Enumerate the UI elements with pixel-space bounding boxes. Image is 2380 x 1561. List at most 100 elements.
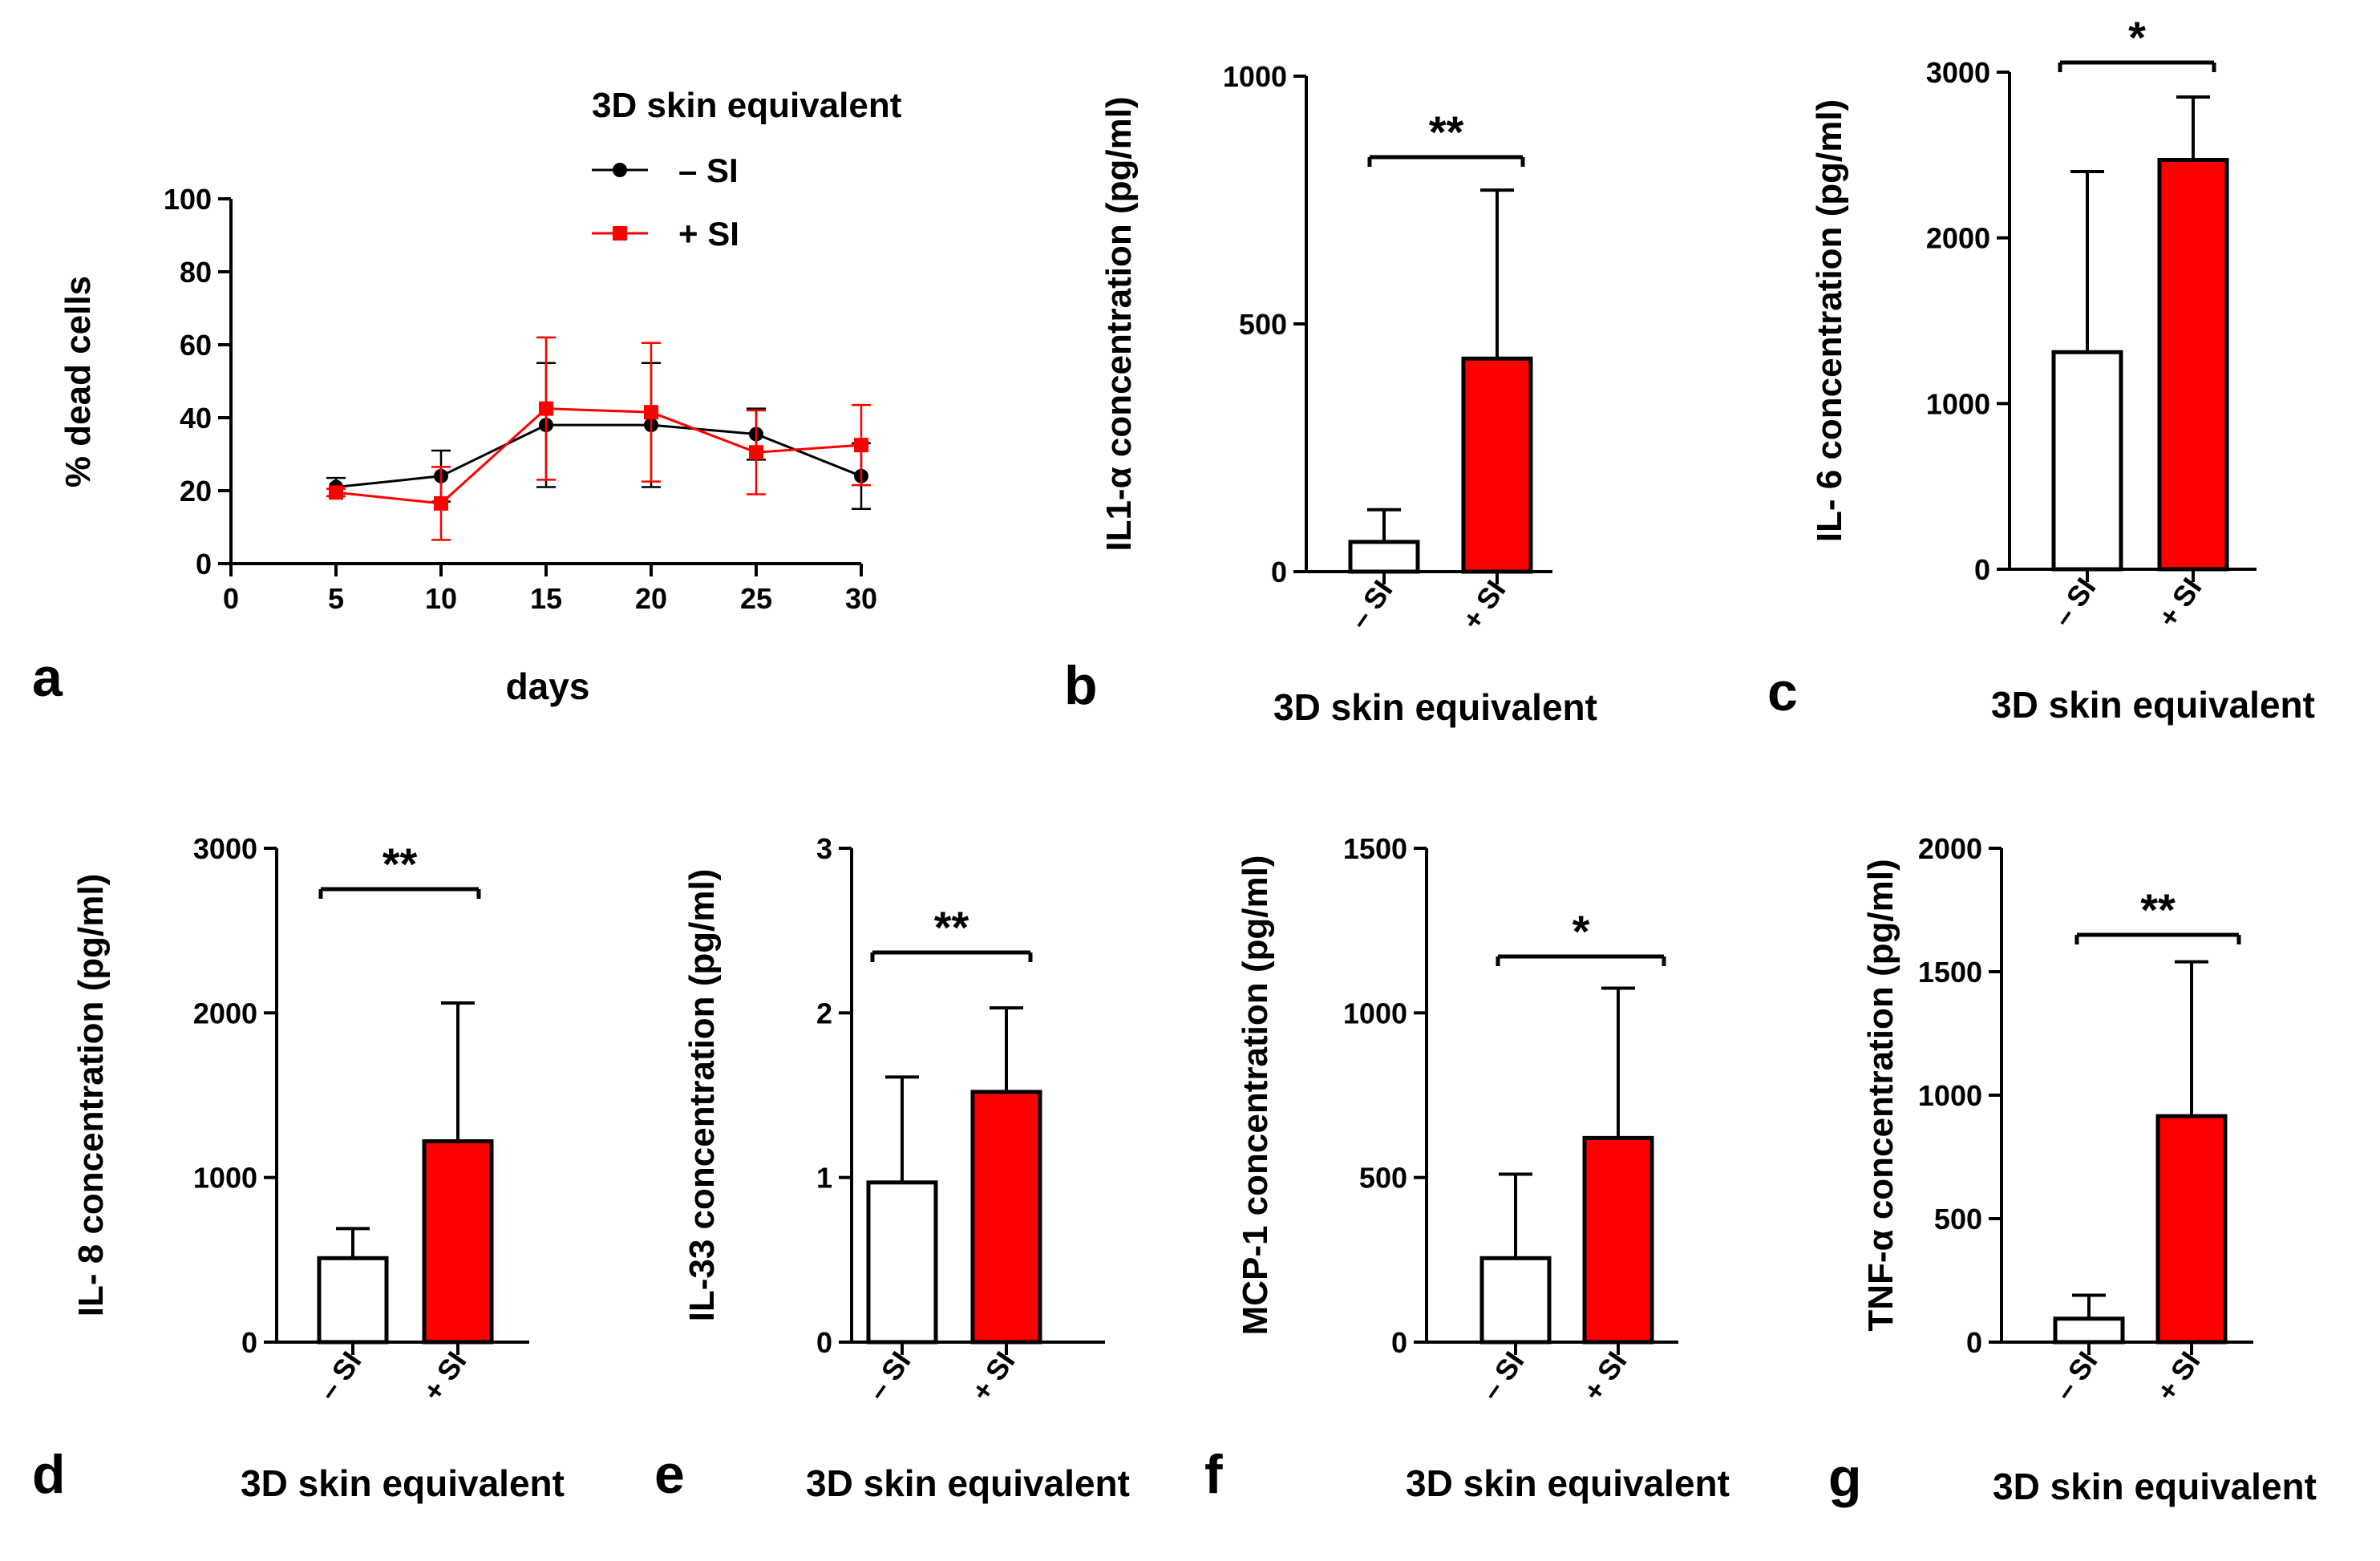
y-tick-label: 2000 <box>1918 832 1982 865</box>
bar-minus-si <box>1479 1256 1552 1345</box>
panel-b: 0 500 1000 – SI + SI ** 3D skin equivalent IL1-… <box>1064 60 1597 728</box>
y-tick-label: 3000 <box>1926 56 1990 89</box>
data-point <box>854 438 868 453</box>
x-tick-label: 0 <box>223 582 239 615</box>
y-tick-label: 1 <box>816 1162 832 1195</box>
y-tick-label: 2 <box>816 997 832 1029</box>
panel-c: 0 1000 2000 3000 – SI + SI * 3D skin equivalent… <box>1767 12 2315 726</box>
bar-minus-si <box>317 1256 389 1345</box>
y-tick-label: 2000 <box>193 997 257 1029</box>
series-plus-si <box>326 336 871 541</box>
y-tick-label: 1500 <box>1343 832 1407 865</box>
significance-marker: ** <box>934 902 969 952</box>
legend-swatch-marker <box>613 226 627 241</box>
y-tick-label: 40 <box>180 402 212 435</box>
x-tick-label: 15 <box>530 582 562 615</box>
x-axis-title: 3D skin equivalent <box>1273 686 1597 728</box>
bar-plus-si <box>1582 1135 1654 1345</box>
x-axis-title: 3D skin equivalent <box>806 1462 1130 1504</box>
y-tick-label: 60 <box>180 329 212 362</box>
x-tick-label: 30 <box>845 582 877 615</box>
y-tick-label: 0 <box>1974 553 1990 586</box>
series-line <box>335 423 862 488</box>
data-point <box>434 495 448 511</box>
y-tick-label: 1000 <box>1926 387 1990 420</box>
bar-plus-si <box>970 1090 1042 1345</box>
bar-minus-si <box>2051 350 2123 572</box>
y-axis-title: TNF-α concentration (pg/ml) <box>1861 859 1900 1331</box>
x-axis-title: 3D skin equivalent <box>1993 1466 2317 1507</box>
series-line <box>335 407 862 505</box>
data-point <box>329 485 343 500</box>
y-tick-label: 3000 <box>193 832 257 865</box>
panel-f: 0 500 1000 1500 – SI + SI * 3D skin equivalent M… <box>1204 832 1730 1505</box>
y-tick-label: 20 <box>180 475 212 508</box>
y-tick-label: 0 <box>1391 1326 1407 1359</box>
x-axis-title: 3D skin equivalent <box>241 1462 565 1504</box>
x-tick-label: + SI <box>2150 1345 2207 1407</box>
y-tick-label: 0 <box>816 1326 832 1359</box>
y-tick-label: 0 <box>1271 556 1287 588</box>
significance-marker: * <box>2128 12 2146 63</box>
x-tick-label: + SI <box>2151 572 2208 633</box>
y-axis-title: % dead cells <box>59 276 98 487</box>
x-tick-label: – SI <box>1474 1345 1530 1406</box>
series-minus-si <box>326 362 871 510</box>
legend-entry: + SI <box>678 215 739 253</box>
panel-label: g <box>1828 1447 1862 1508</box>
bar-plus-si <box>2155 1114 2228 1345</box>
significance-marker: ** <box>382 839 418 889</box>
y-tick-label: 0 <box>241 1326 257 1359</box>
x-tick-label: + SI <box>1455 574 1512 636</box>
x-tick-label: + SI <box>965 1345 1022 1407</box>
x-tick-label: – SI <box>311 1345 367 1406</box>
panel-label: c <box>1767 661 1798 722</box>
x-tick-label: + SI <box>416 1345 473 1407</box>
y-axis-title: MCP-1 concentration (pg/ml) <box>1236 855 1275 1336</box>
significance-marker: ** <box>2140 884 2176 935</box>
panel-a: 0 20 40 60 80 100 0 5 10 15 20 25 30 3D skin equivale… <box>32 86 902 708</box>
y-axis-title: IL- 8 concentration (pg/ml) <box>71 874 111 1316</box>
y-tick-label: 0 <box>1966 1326 1982 1359</box>
y-tick-label: 1000 <box>193 1162 257 1195</box>
x-tick-label: 10 <box>425 582 457 615</box>
y-tick-label: 1000 <box>1343 997 1407 1029</box>
x-tick-label: 5 <box>328 582 344 615</box>
x-tick-label: 25 <box>740 582 772 615</box>
data-point <box>749 445 763 460</box>
significance-marker: * <box>1572 906 1590 956</box>
x-axis-title: 3D skin equivalent <box>1991 684 2315 726</box>
y-tick-label: 500 <box>1934 1203 1982 1235</box>
data-point <box>539 401 553 416</box>
panel-d: 0 1000 2000 3000 – SI + SI ** 3D skin equivalen… <box>32 832 565 1505</box>
bar-minus-si <box>1348 540 1420 574</box>
y-tick-label: 80 <box>180 256 212 289</box>
y-tick-label: 1000 <box>1223 60 1287 93</box>
x-tick-label: – SI <box>860 1345 917 1406</box>
x-axis-title: days <box>506 665 590 707</box>
data-point <box>644 405 658 420</box>
bar-plus-si <box>2157 158 2229 572</box>
legend-swatch-marker <box>613 163 627 177</box>
y-axis-title: IL- 6 concentration (pg/ml) <box>1810 99 1849 542</box>
y-tick-label: 1500 <box>1918 956 1982 989</box>
x-tick-label: – SI <box>1342 574 1398 635</box>
panel-label: f <box>1204 1444 1223 1505</box>
panel-label: b <box>1064 655 1098 716</box>
panel-label: a <box>32 647 63 708</box>
x-tick-label: – SI <box>2046 572 2102 633</box>
panel-label: e <box>654 1444 685 1505</box>
x-tick-label: + SI <box>1577 1345 1633 1407</box>
y-axis-title: IL-33 concentration (pg/ml) <box>682 869 722 1322</box>
panel-g: 0 500 1000 1500 2000 – SI + SI ** 3D skin equiva… <box>1828 832 2317 1508</box>
x-tick-label: – SI <box>2047 1345 2103 1406</box>
y-tick-label: 3 <box>816 832 832 865</box>
y-tick-label: 500 <box>1359 1162 1407 1195</box>
y-tick-label: 1000 <box>1918 1079 1982 1112</box>
panel-label: d <box>32 1444 66 1505</box>
y-tick-label: 100 <box>164 183 212 216</box>
y-axis-title: IL1-α concentration (pg/ml) <box>1099 96 1139 551</box>
panel-e: 0 1 2 3 – SI + SI ** 3D skin equivalent IL-33 co… <box>654 832 1130 1505</box>
bar-minus-si <box>866 1180 938 1345</box>
